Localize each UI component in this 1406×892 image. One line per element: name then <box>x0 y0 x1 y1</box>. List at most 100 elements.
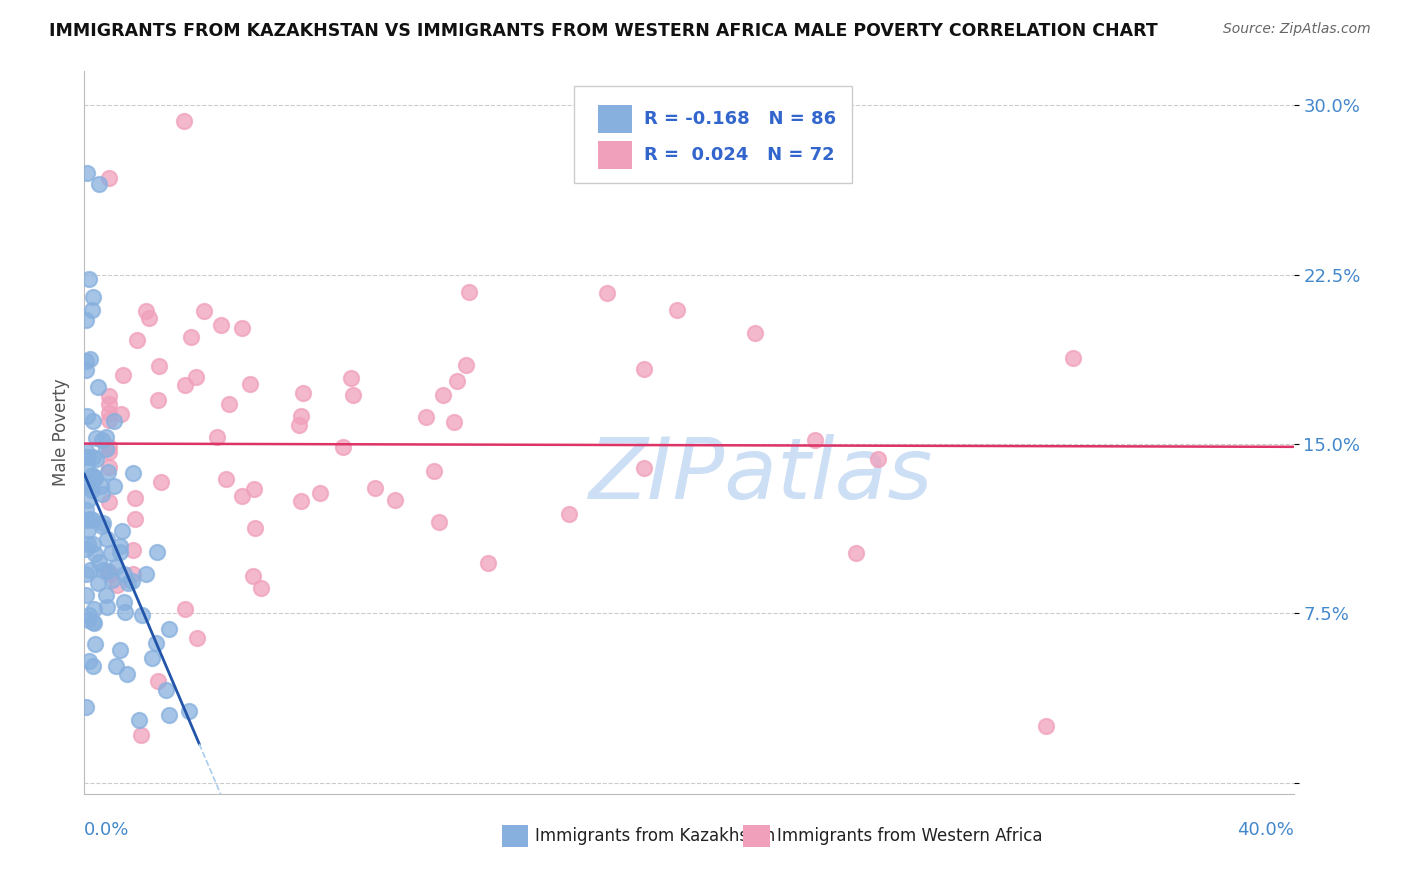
Point <box>91 564 114 578</box>
Point <box>146 545 169 559</box>
Point <box>633 362 655 376</box>
Point <box>83 615 105 630</box>
Point <box>205 430 228 444</box>
Point <box>332 441 354 455</box>
Text: Immigrants from Kazakhstan: Immigrants from Kazakhstan <box>536 827 776 845</box>
Point <box>96 442 118 457</box>
Point <box>457 285 479 300</box>
Point <box>135 567 157 582</box>
Point <box>75 443 97 458</box>
Point <box>122 566 145 581</box>
Point <box>665 303 688 318</box>
Text: ZIPatlas: ZIPatlas <box>589 434 934 517</box>
Point <box>866 452 889 467</box>
Point <box>155 683 177 698</box>
Point <box>82 512 104 526</box>
Point <box>82 537 104 551</box>
Point <box>558 507 581 521</box>
Point <box>76 409 98 423</box>
Point <box>287 418 309 433</box>
Point <box>180 330 202 344</box>
Point <box>110 524 132 538</box>
Point <box>477 556 499 570</box>
Point <box>93 516 115 530</box>
Text: Immigrants from Western Africa: Immigrants from Western Africa <box>778 827 1043 845</box>
Point <box>96 430 118 444</box>
Point <box>75 541 97 556</box>
Point <box>112 567 135 582</box>
Point <box>290 494 312 508</box>
Point <box>94 588 117 602</box>
Point <box>79 511 101 525</box>
Point <box>245 521 267 535</box>
Point <box>173 377 195 392</box>
Point <box>77 614 100 628</box>
Point <box>82 450 104 464</box>
Point <box>79 351 101 366</box>
Point <box>173 114 195 128</box>
Point <box>84 451 107 466</box>
Point <box>97 460 120 475</box>
Point <box>231 320 253 334</box>
Point <box>215 472 238 486</box>
Point <box>596 286 619 301</box>
Point <box>115 667 138 681</box>
Point <box>218 397 240 411</box>
Point <box>173 602 195 616</box>
Point <box>422 464 444 478</box>
Point <box>803 433 825 447</box>
Point <box>90 479 112 493</box>
Point <box>122 466 145 480</box>
Point <box>129 728 152 742</box>
Text: R = -0.168   N = 86: R = -0.168 N = 86 <box>644 110 837 128</box>
Point <box>364 481 387 495</box>
Point <box>432 388 454 402</box>
Point <box>87 555 110 569</box>
Point <box>108 643 131 657</box>
Point <box>79 272 101 286</box>
Point <box>97 495 120 509</box>
Point <box>97 565 120 579</box>
Point <box>84 471 107 485</box>
Point <box>80 302 103 317</box>
Point <box>290 409 312 423</box>
Point <box>384 492 406 507</box>
Point <box>97 440 120 454</box>
Point <box>446 374 468 388</box>
Point <box>75 566 97 581</box>
Point <box>157 622 180 636</box>
Point <box>110 539 132 553</box>
Point <box>1035 719 1057 733</box>
Point <box>231 489 253 503</box>
Point <box>90 434 112 448</box>
Point <box>97 444 120 458</box>
Point <box>97 413 120 427</box>
Point <box>97 397 120 411</box>
Point <box>340 370 363 384</box>
Point <box>1062 351 1084 365</box>
Point <box>186 631 208 645</box>
Point <box>91 487 114 501</box>
Point <box>184 369 207 384</box>
Point <box>91 519 114 533</box>
Text: Source: ZipAtlas.com: Source: ZipAtlas.com <box>1223 22 1371 37</box>
Bar <box>599 142 633 169</box>
Point <box>249 581 271 595</box>
Point <box>77 475 100 490</box>
Point <box>84 547 107 561</box>
Point <box>744 326 766 340</box>
Point <box>242 569 264 583</box>
Point <box>97 466 120 480</box>
Point <box>309 485 332 500</box>
Point <box>121 574 143 589</box>
Point <box>239 376 262 391</box>
Point <box>193 303 215 318</box>
Point <box>97 171 120 186</box>
Point <box>97 406 120 420</box>
Point <box>75 354 97 368</box>
Point <box>83 602 105 616</box>
Point <box>209 318 232 332</box>
Point <box>82 615 104 630</box>
Point <box>77 450 100 465</box>
Point <box>77 537 100 551</box>
